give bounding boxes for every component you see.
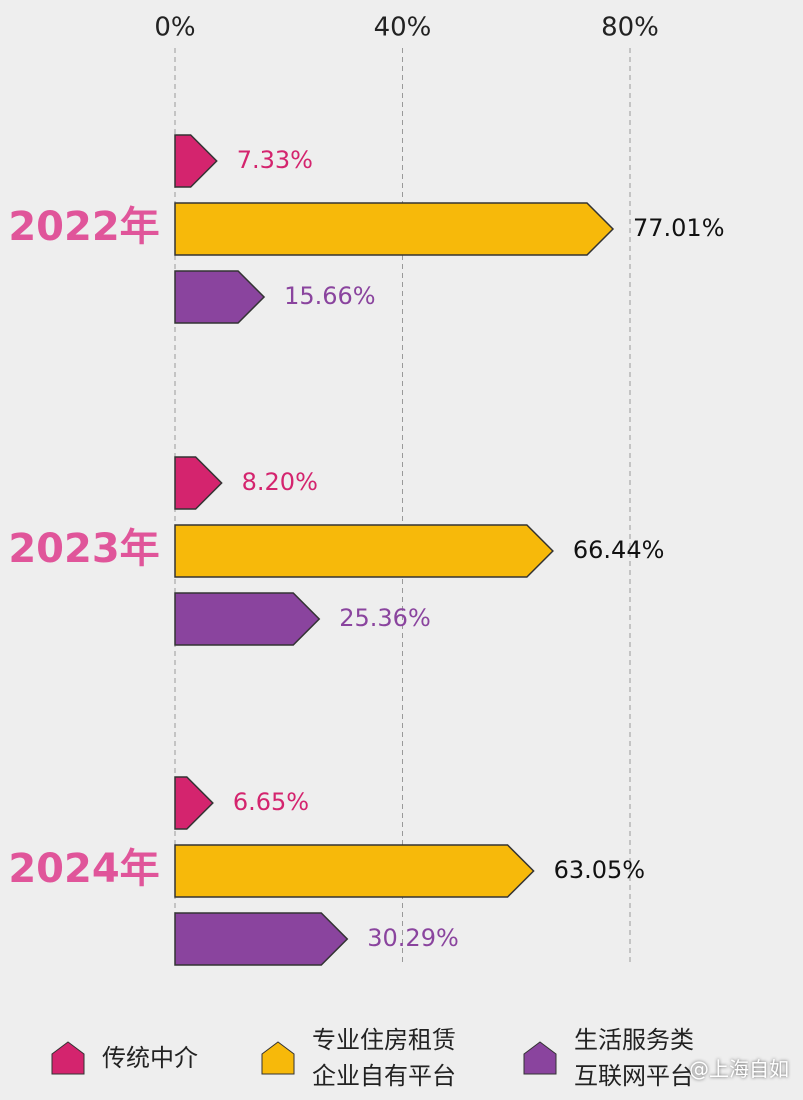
value-label: 77.01% — [633, 214, 725, 242]
legend: 传统中介 专业住房租赁 企业自有平台 生活服务类 互联网平台 — [50, 1022, 790, 1094]
legend-icon — [523, 1041, 557, 1075]
bar — [174, 270, 266, 324]
bar — [174, 844, 535, 898]
value-label: 25.36% — [339, 604, 431, 632]
legend-label: 生活服务类 互联网平台 — [574, 1026, 694, 1090]
legend-label: 传统中介 — [102, 1044, 198, 1072]
bar — [174, 456, 223, 510]
category-label: 2024年 — [8, 846, 159, 892]
bar — [174, 202, 615, 256]
value-label: 15.66% — [284, 282, 376, 310]
value-label: 30.29% — [367, 924, 459, 952]
x-tick-label: 40% — [374, 13, 432, 43]
value-label: 66.44% — [573, 536, 665, 564]
value-label: 6.65% — [233, 788, 309, 816]
watermark: @上海自如 — [689, 1057, 789, 1081]
value-label: 8.20% — [242, 468, 318, 496]
x-tick-label: 80% — [601, 13, 659, 43]
category-label: 2023年 — [8, 526, 159, 572]
category-label: 2022年 — [8, 204, 159, 250]
x-tick-label: 0% — [154, 13, 195, 43]
legend-icon — [261, 1041, 295, 1075]
bar — [174, 592, 321, 646]
bar — [174, 912, 349, 966]
value-label: 63.05% — [554, 856, 646, 884]
chart: 0% 40% 80% 2022年 7.33% 77.01% 15.66% 2023年 8.20%… — [8, 13, 725, 966]
legend-swatch — [261, 1041, 295, 1075]
bar — [174, 776, 214, 830]
legend-icon — [51, 1041, 85, 1075]
value-label: 7.33% — [237, 146, 313, 174]
bar — [174, 134, 218, 188]
bar — [174, 524, 554, 578]
legend-swatch — [51, 1041, 85, 1075]
legend-item: 专业住房租赁 企业自有平台 — [260, 1022, 522, 1094]
legend-item: 生活服务类 互联网平台 — [522, 1022, 784, 1094]
legend-swatch — [523, 1041, 557, 1075]
legend-item: 传统中介 — [50, 1022, 260, 1094]
legend-label: 专业住房租赁 企业自有平台 — [312, 1026, 456, 1090]
